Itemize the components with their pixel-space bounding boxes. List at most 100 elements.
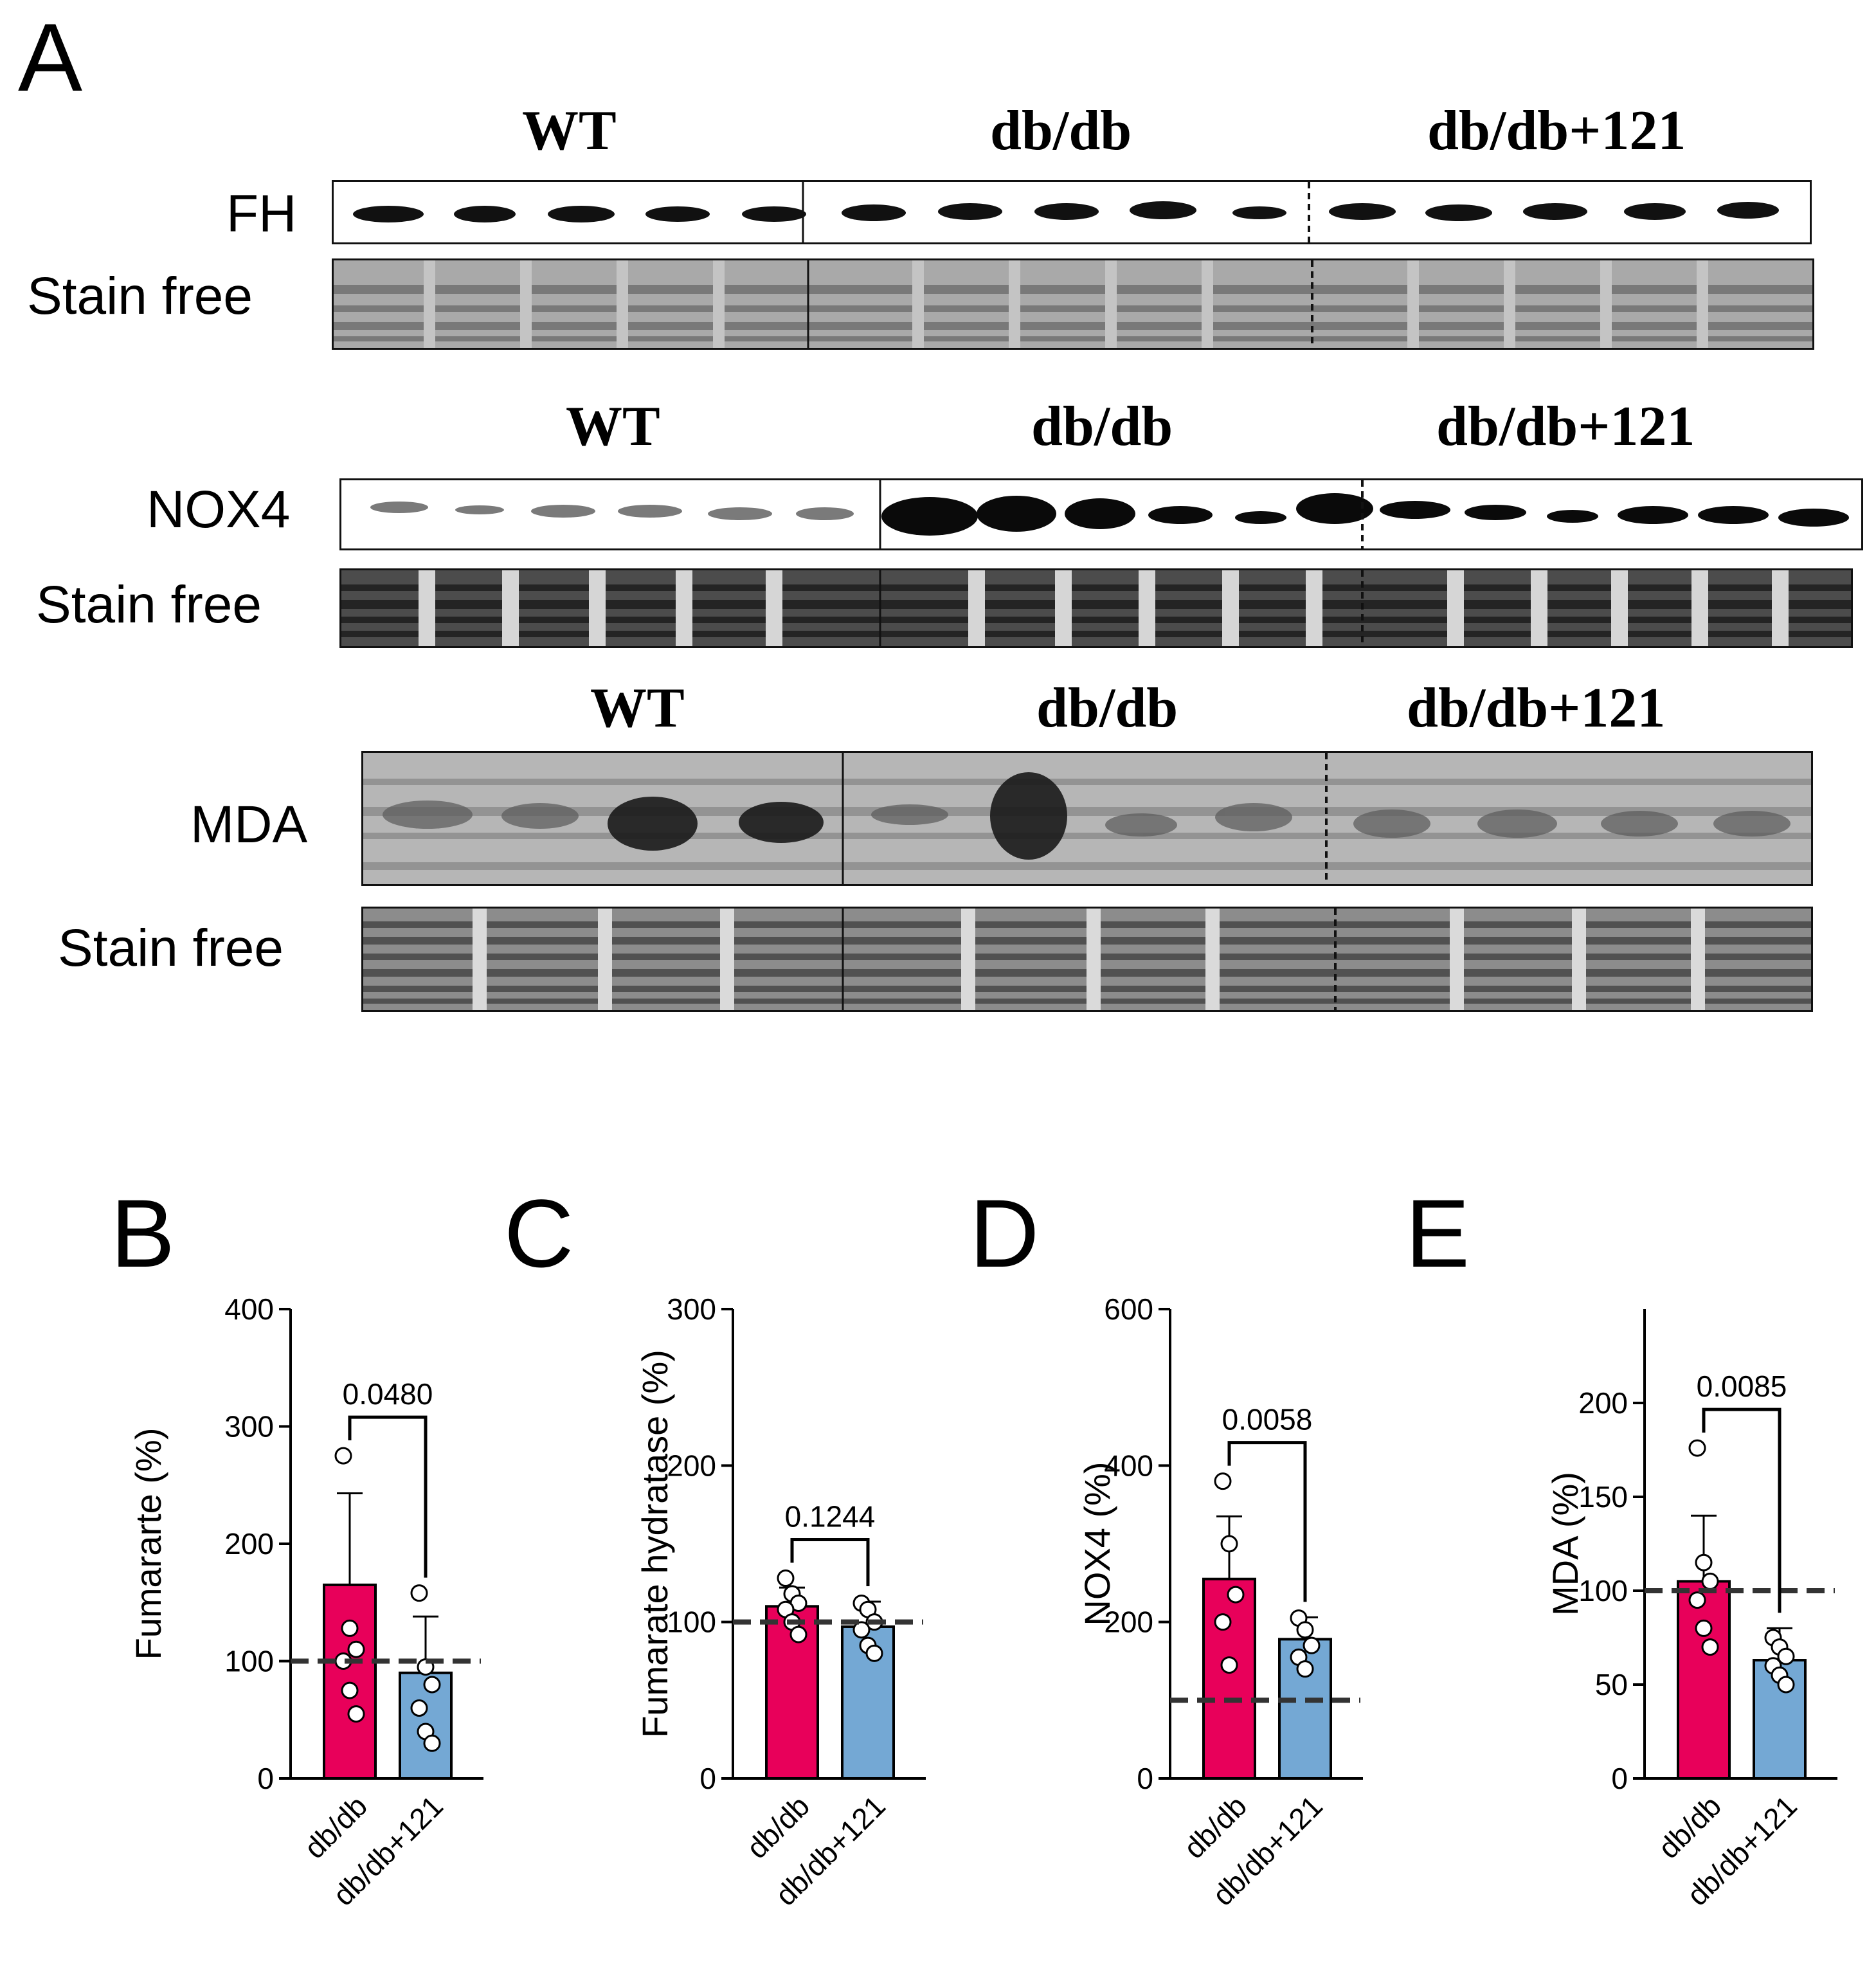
data-point (1701, 1638, 1719, 1656)
bar-dbdb (1677, 1580, 1731, 1780)
y-tick-label: 100 (667, 1606, 716, 1639)
p-value-label: 0.0085 (1697, 1370, 1787, 1403)
y-tick-label: 0 (699, 1762, 716, 1795)
row-label-stain-free-3: Stain free (58, 919, 284, 977)
blot-stain-free-1-image (334, 260, 1812, 348)
panel-letter-a: A (18, 3, 83, 111)
data-point (1688, 1439, 1706, 1457)
row-label-mda: MDA (190, 795, 308, 854)
data-point (1220, 1535, 1238, 1553)
y-tick-label: 100 (1578, 1574, 1628, 1607)
blot-nox4 (339, 478, 1863, 550)
data-point (347, 1640, 365, 1658)
blot-stain-free-3-image (363, 909, 1811, 1010)
blot-stain-free-3 (361, 907, 1813, 1012)
y-tick-label: 150 (1578, 1480, 1628, 1514)
row-label-fh: FH (226, 185, 297, 243)
data-point (1701, 1572, 1719, 1590)
data-point (341, 1681, 359, 1699)
blot-stain-free-2 (339, 568, 1853, 648)
group-label-wt-3: WT (590, 677, 685, 739)
data-point (341, 1619, 359, 1637)
y-tick-label: 600 (1104, 1292, 1153, 1326)
y-tick-label: 200 (224, 1527, 274, 1560)
y-tick-label: 0 (1137, 1762, 1153, 1795)
blot-stain-free-1 (332, 258, 1814, 350)
blot-fh-image (353, 182, 1779, 242)
significance-bracket (1227, 1441, 1307, 1602)
data-point (410, 1699, 428, 1717)
data-point (1695, 1619, 1713, 1637)
y-tick-label: 400 (1104, 1449, 1153, 1482)
blot-mda-image (363, 753, 1811, 884)
data-point (1777, 1676, 1795, 1694)
data-point (1214, 1472, 1232, 1490)
y-tick-label: 200 (667, 1449, 716, 1482)
y-tick-label: 200 (1104, 1606, 1153, 1639)
p-value-label: 0.0058 (1222, 1403, 1313, 1436)
y-tick-label: 0 (1611, 1762, 1628, 1795)
y-axis-label: MDA (%) (1545, 1472, 1585, 1616)
y-tick-label: 0 (257, 1762, 274, 1795)
group-label-dbdb-3: db/db (1036, 677, 1178, 739)
data-point (1296, 1660, 1314, 1678)
panel-letter-c: C (504, 1179, 573, 1287)
significance-bracket (348, 1415, 428, 1578)
data-point (865, 1644, 883, 1662)
blot-nox4-image (370, 480, 1849, 548)
data-point (423, 1676, 441, 1694)
blot-stain-free-2-image (341, 570, 1851, 646)
p-value-label: 0.1244 (785, 1500, 876, 1533)
y-tick-label: 100 (224, 1645, 274, 1678)
group-label-dbdb: db/db (990, 100, 1132, 162)
significance-bracket (790, 1538, 870, 1587)
group-label-wt: WT (522, 100, 617, 162)
data-point (777, 1569, 795, 1588)
significance-bracket (1702, 1407, 1781, 1613)
group-label-dbdb121: db/db+121 (1427, 100, 1686, 162)
data-point (410, 1584, 428, 1602)
y-tick-label: 400 (224, 1292, 274, 1326)
y-tick-label: 200 (1578, 1386, 1628, 1420)
data-point (789, 1625, 807, 1643)
data-point (423, 1734, 441, 1752)
group-label-dbdb-2: db/db (1031, 395, 1173, 458)
panel-letter-b: B (111, 1179, 175, 1287)
bar-dbdb (1202, 1577, 1256, 1780)
panel-letter-e: E (1405, 1179, 1470, 1287)
data-point (347, 1705, 365, 1723)
group-label-wt-2: WT (566, 395, 660, 458)
y-tick-label: 50 (1595, 1668, 1628, 1701)
y-tick-label: 300 (667, 1292, 716, 1326)
data-point (334, 1447, 352, 1465)
data-point (1227, 1586, 1245, 1604)
bar-dbdb (323, 1583, 377, 1780)
y-axis-label: Fumararte (%) (128, 1428, 168, 1660)
data-point (1214, 1613, 1232, 1631)
data-point (1777, 1647, 1795, 1665)
data-point (852, 1621, 870, 1639)
blot-mda (361, 751, 1813, 886)
row-label-nox4: NOX4 (147, 480, 291, 539)
group-label-dbdb121-3: db/db+121 (1407, 677, 1666, 739)
p-value-label: 0.0480 (343, 1377, 433, 1411)
data-point (1220, 1656, 1238, 1674)
y-axis-label: Fumarate hydratase (%) (635, 1350, 675, 1738)
blot-fh (332, 180, 1812, 244)
bar-dbdb121 (1278, 1638, 1332, 1780)
data-point (1688, 1591, 1706, 1609)
data-point (1296, 1621, 1314, 1639)
y-axis-label: NOX4 (%) (1077, 1461, 1117, 1625)
row-label-stain-free-1: Stain free (27, 267, 253, 325)
group-label-dbdb121-2: db/db+121 (1436, 395, 1695, 458)
y-tick-label: 300 (224, 1410, 274, 1443)
row-label-stain-free-2: Stain free (36, 575, 262, 634)
panel-letter-d: D (970, 1179, 1039, 1287)
data-point (1695, 1553, 1713, 1571)
data-point (1303, 1636, 1321, 1654)
